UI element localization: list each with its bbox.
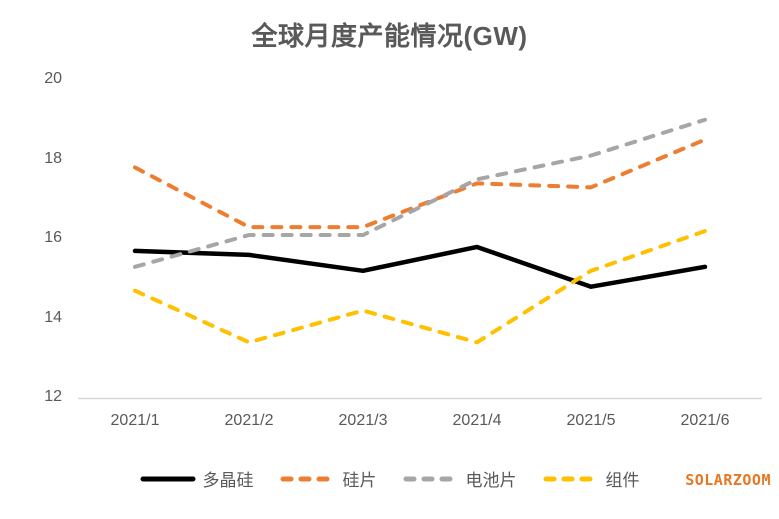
y-tick-label: 14 [44, 308, 62, 326]
series-line-2 [133, 117, 707, 269]
legend-swatch-icon [403, 476, 458, 481]
chart-title: 全球月度产能情况(GW) [251, 21, 528, 51]
solarzoom-logo: SOLARZOOM [685, 471, 771, 489]
y-tick-label: 16 [44, 229, 62, 246]
x-tick-label: 2021/6 [680, 412, 730, 429]
series-line-0 [132, 244, 708, 289]
y-tick-label: 20 [44, 70, 62, 87]
legend-item-3: 组件 [543, 466, 640, 491]
y-tick-label: 18 [44, 149, 62, 167]
y-tick-label: 12 [44, 388, 62, 405]
legend-swatch-icon [280, 476, 335, 481]
series-line-3 [133, 229, 707, 345]
legend-item-0: 多晶硅 [140, 466, 254, 491]
legend-item-1: 硅片 [280, 466, 377, 491]
legend-swatch-icon [140, 476, 195, 481]
legend: 多晶硅 硅片 电池片 组件 [0, 466, 779, 491]
series-line-1 [133, 137, 707, 230]
x-tick-label: 2021/3 [338, 412, 388, 429]
legend-label: 多晶硅 [202, 471, 254, 490]
x-tick-label: 2021/2 [224, 412, 274, 429]
legend-label: 电池片 [465, 471, 517, 490]
x-tick-label: 2021/5 [566, 412, 616, 429]
legend-swatch-icon [543, 476, 598, 481]
x-tick-label: 2021/4 [452, 412, 502, 429]
legend-label: 硅片 [342, 471, 377, 490]
x-tick-label: 2021/1 [110, 412, 160, 429]
legend-item-2: 电池片 [403, 466, 517, 491]
legend-label: 组件 [605, 471, 640, 490]
